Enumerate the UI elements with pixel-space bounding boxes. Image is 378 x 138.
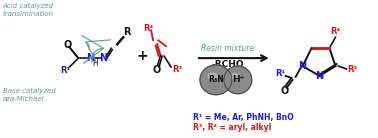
FancyArrowPatch shape <box>86 40 111 64</box>
Text: H: H <box>93 59 98 68</box>
Ellipse shape <box>208 73 217 79</box>
Text: N: N <box>299 61 307 71</box>
Text: R⁴: R⁴ <box>143 24 153 33</box>
Text: R₃N: R₃N <box>208 75 224 84</box>
Text: R³: R³ <box>347 66 358 75</box>
Text: R¹: R¹ <box>276 69 286 78</box>
Text: Base catalyzed
aza-Michael: Base catalyzed aza-Michael <box>3 88 56 102</box>
Text: N: N <box>99 53 107 63</box>
Text: R⁴: R⁴ <box>330 27 341 36</box>
Text: One-pot !: One-pot ! <box>210 67 246 76</box>
Text: -RCHO: -RCHO <box>212 60 244 69</box>
Text: R³, R⁴ = aryl, alkyl: R³, R⁴ = aryl, alkyl <box>193 123 271 132</box>
FancyArrowPatch shape <box>82 36 104 63</box>
Text: O: O <box>280 86 289 96</box>
Text: R¹: R¹ <box>60 67 71 75</box>
Text: Acid catalyzed
transimination: Acid catalyzed transimination <box>3 3 54 17</box>
Ellipse shape <box>200 65 232 95</box>
Text: O: O <box>153 65 161 75</box>
Ellipse shape <box>224 66 252 94</box>
Text: R: R <box>124 27 131 37</box>
Text: R³: R³ <box>172 66 182 75</box>
Text: O: O <box>64 40 71 50</box>
Text: +: + <box>136 49 148 63</box>
Text: N: N <box>86 53 94 63</box>
Text: H⁺: H⁺ <box>232 75 244 84</box>
Text: N: N <box>316 71 324 81</box>
Ellipse shape <box>231 74 239 79</box>
Text: Resin mixture: Resin mixture <box>201 44 254 53</box>
Text: R¹ = Me, Ar, PhNH, BnO: R¹ = Me, Ar, PhNH, BnO <box>193 113 294 122</box>
